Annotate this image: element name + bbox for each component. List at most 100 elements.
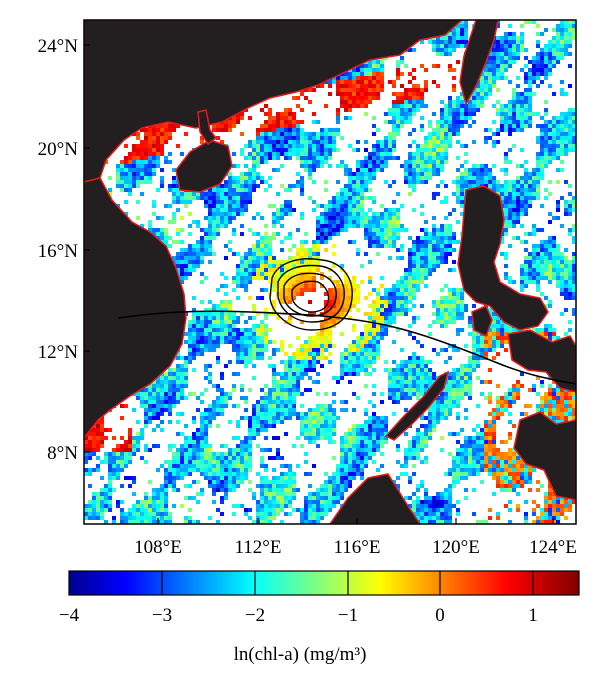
chl-pixel [440, 228, 444, 232]
chl-pixel [116, 176, 120, 180]
chl-pixel [520, 268, 524, 272]
chl-pixel [540, 292, 544, 296]
chl-pixel [552, 236, 556, 240]
chl-pixel [276, 136, 280, 140]
chl-pixel [512, 104, 516, 108]
chl-pixel [456, 40, 460, 44]
chl-pixel [404, 276, 408, 280]
chl-pixel [440, 36, 444, 40]
chl-pixel [332, 300, 336, 304]
chl-pixel [352, 100, 356, 104]
chl-pixel [180, 280, 184, 284]
chl-pixel [248, 228, 252, 232]
chl-pixel [228, 208, 232, 212]
chl-pixel [264, 140, 268, 144]
chl-pixel [272, 148, 276, 152]
chl-pixel [248, 200, 252, 204]
chl-pixel [376, 304, 380, 308]
chl-pixel [360, 104, 364, 108]
chl-pixel [288, 184, 292, 188]
chl-pixel [492, 320, 496, 324]
chl-pixel [516, 208, 520, 212]
chl-pixel [288, 300, 292, 304]
chl-pixel [392, 320, 396, 324]
chl-pixel [432, 304, 436, 308]
chl-pixel [508, 48, 512, 52]
chl-pixel [524, 96, 528, 100]
chl-pixel [568, 28, 572, 32]
chl-pixel [448, 224, 452, 228]
chl-pixel [228, 196, 232, 200]
chl-pixel [316, 156, 320, 160]
chl-pixel [404, 100, 408, 104]
chl-pixel [456, 292, 460, 296]
chl-pixel [264, 316, 268, 320]
chl-pixel [356, 252, 360, 256]
chl-pixel [432, 172, 436, 176]
chl-pixel [212, 324, 216, 328]
chl-pixel [440, 140, 444, 144]
chl-pixel [352, 192, 356, 196]
chl-pixel [460, 200, 464, 204]
chl-pixel [392, 224, 396, 228]
chl-pixel [292, 292, 296, 296]
chl-pixel [444, 312, 448, 316]
chl-pixel [384, 288, 388, 292]
chl-pixel [544, 160, 548, 164]
chl-pixel [200, 192, 204, 196]
chl-pixel [220, 220, 224, 224]
chl-pixel [268, 280, 272, 284]
chl-pixel [500, 252, 504, 256]
chl-pixel [312, 156, 316, 160]
chl-pixel [540, 60, 544, 64]
chl-pixel [376, 68, 380, 72]
chl-pixel [260, 276, 264, 280]
chl-pixel [564, 208, 568, 212]
chl-pixel [224, 188, 228, 192]
chl-pixel [560, 264, 564, 268]
chl-pixel [544, 148, 548, 152]
chl-pixel [560, 44, 564, 48]
chl-pixel [364, 180, 368, 184]
chl-pixel [252, 232, 256, 236]
chl-pixel [452, 88, 456, 92]
chl-pixel [448, 32, 452, 36]
chl-pixel [332, 220, 336, 224]
chl-pixel [564, 136, 568, 140]
chl-pixel [368, 216, 372, 220]
chl-pixel [224, 200, 228, 204]
chl-pixel [204, 324, 208, 328]
chl-pixel [440, 120, 444, 124]
chl-pixel [568, 280, 572, 284]
chl-pixel [344, 212, 348, 216]
chl-pixel [452, 296, 456, 300]
chl-pixel [552, 260, 556, 264]
chl-pixel [528, 84, 532, 88]
chl-pixel [508, 192, 512, 196]
chl-pixel [296, 156, 300, 160]
chl-pixel [408, 80, 412, 84]
chl-pixel [384, 240, 388, 244]
chl-pixel [520, 40, 524, 44]
chl-pixel [436, 124, 440, 128]
chl-pixel [440, 136, 444, 140]
chl-pixel [524, 200, 528, 204]
chl-pixel [396, 300, 400, 304]
chl-pixel [200, 256, 204, 260]
chl-pixel [324, 204, 328, 208]
chl-pixel [300, 248, 304, 252]
chl-pixel [380, 76, 384, 80]
chl-pixel [396, 76, 400, 80]
chl-pixel [444, 216, 448, 220]
chl-pixel [432, 148, 436, 152]
chl-pixel [320, 240, 324, 244]
chl-pixel [484, 72, 488, 76]
chl-pixel [132, 144, 136, 148]
chl-pixel [488, 184, 492, 188]
chl-pixel [284, 108, 288, 112]
chl-pixel [268, 132, 272, 136]
chl-pixel [240, 152, 244, 156]
chl-pixel [308, 256, 312, 260]
chl-pixel [412, 100, 416, 104]
chl-pixel [396, 248, 400, 252]
